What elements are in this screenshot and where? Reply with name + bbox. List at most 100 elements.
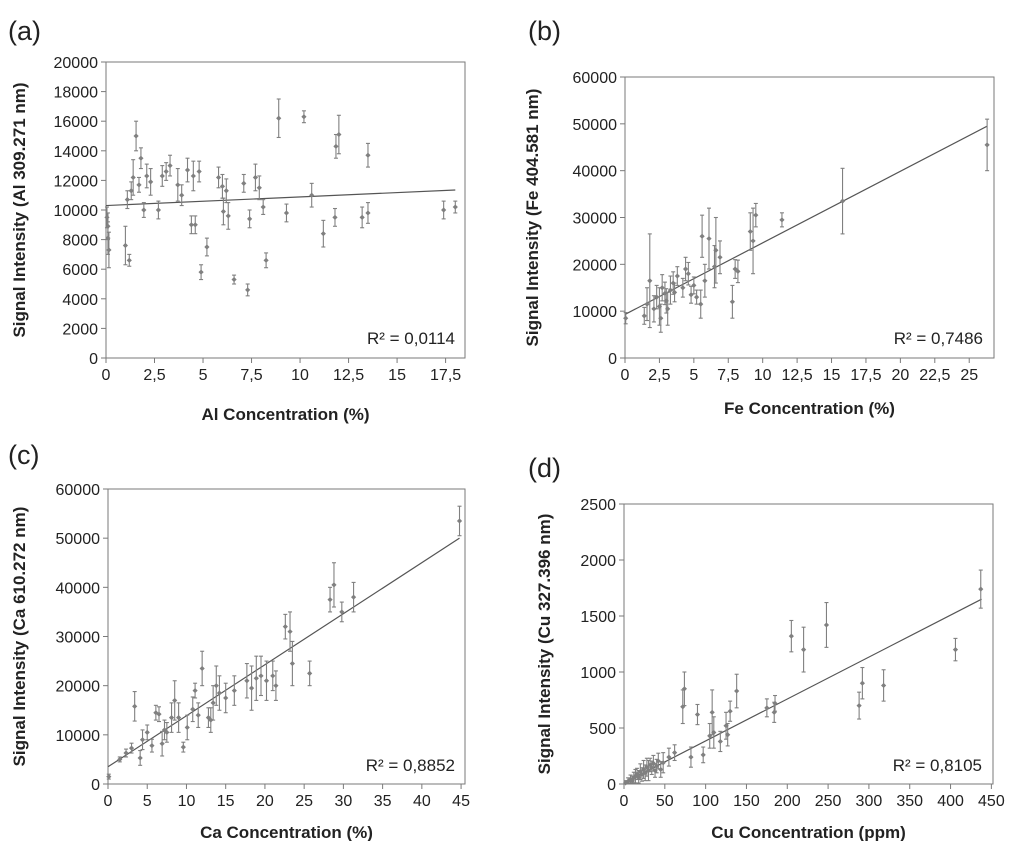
data-point <box>706 207 712 270</box>
x-tick-label: 50 <box>656 793 674 810</box>
point-marker <box>263 678 270 684</box>
point-marker <box>631 775 637 781</box>
data-point <box>666 747 672 767</box>
point-marker <box>441 207 447 213</box>
point-marker <box>289 660 295 667</box>
point-marker <box>666 754 672 760</box>
point-marker <box>195 712 201 718</box>
point-marker <box>681 686 688 692</box>
point-marker <box>823 622 830 628</box>
point-marker <box>699 233 705 239</box>
data-point <box>219 173 226 199</box>
point-marker <box>130 174 136 181</box>
data-point <box>654 284 660 310</box>
point-marker <box>747 228 753 235</box>
data-point <box>456 505 463 537</box>
data-point <box>359 206 365 229</box>
y-tick-label: 6000 <box>62 262 98 279</box>
data-point <box>327 586 333 613</box>
data-point <box>208 707 214 733</box>
data-point <box>859 666 865 700</box>
x-tick-label: 5 <box>199 367 208 384</box>
plot-frame-b <box>624 76 995 359</box>
point-marker <box>223 695 229 701</box>
point-marker <box>192 222 198 228</box>
point-marker <box>283 210 290 216</box>
y-tick-label: 500 <box>589 721 616 738</box>
data-point <box>198 264 204 281</box>
y-tick-label: 20000 <box>56 679 101 696</box>
x-tick-label: 10 <box>178 793 196 810</box>
r-squared-label-b: R² = 0,7486 <box>894 329 983 348</box>
point-marker <box>106 774 112 780</box>
y-axis-title-d: Signal Intensity (Cu 327.396 nm) <box>535 514 554 775</box>
point-marker <box>164 729 170 735</box>
data-point <box>163 162 169 181</box>
point-marker <box>685 271 691 277</box>
data-point <box>732 259 738 279</box>
data-point <box>651 295 657 323</box>
data-point <box>156 706 162 723</box>
point-marker <box>301 114 307 120</box>
y-tick-label: 60000 <box>573 70 618 87</box>
data-point <box>320 219 326 248</box>
data-point <box>667 275 674 305</box>
point-marker <box>764 705 770 711</box>
data-point <box>130 159 136 196</box>
data-point <box>672 744 678 762</box>
data-point <box>764 698 770 718</box>
point-marker <box>644 764 650 770</box>
point-marker <box>647 278 653 284</box>
data-point <box>699 214 705 258</box>
data-point <box>167 154 173 177</box>
point-marker <box>702 278 708 284</box>
y-axis-title-b: Signal Intensity (Fe 404.581 nm) <box>523 89 542 347</box>
y-tick-label: 14000 <box>54 144 99 161</box>
y-tick-label: 20000 <box>573 257 618 274</box>
data-point <box>159 165 165 187</box>
data-point <box>674 266 680 286</box>
x-tick-label: 5 <box>689 367 698 384</box>
data-point <box>263 252 269 269</box>
point-marker <box>213 683 219 689</box>
data-point <box>750 207 756 275</box>
point-marker <box>253 675 259 681</box>
point-marker <box>126 257 132 263</box>
point-marker <box>163 168 169 175</box>
data-point <box>365 142 371 168</box>
data-point <box>713 216 719 284</box>
data-point <box>681 671 688 707</box>
point-marker <box>192 687 198 694</box>
x-tick-label: 40 <box>413 793 431 810</box>
point-marker <box>144 173 150 179</box>
x-tick-label: 25 <box>960 367 978 384</box>
point-marker <box>184 724 190 731</box>
point-marker <box>717 254 723 260</box>
data-point <box>231 274 237 285</box>
data-point <box>138 147 144 170</box>
point-marker <box>210 700 216 706</box>
data-point <box>717 730 723 753</box>
point-marker <box>123 750 129 756</box>
x-tick-label: 2,5 <box>143 367 165 384</box>
point-marker <box>707 733 713 739</box>
point-marker <box>727 708 733 714</box>
data-point <box>184 157 191 183</box>
data-point <box>106 231 112 269</box>
point-marker <box>331 582 337 588</box>
data-point <box>133 120 139 152</box>
x-tick-label: 7,5 <box>717 367 739 384</box>
x-tick-label: 12,5 <box>333 367 364 384</box>
x-axis-title-d: Cu Concentration (ppm) <box>711 823 906 841</box>
data-point <box>339 601 345 623</box>
point-marker <box>984 142 990 148</box>
point-marker <box>779 217 785 223</box>
point-marker <box>244 678 250 684</box>
point-marker <box>159 173 165 179</box>
x-tick-label: 30 <box>334 793 352 810</box>
data-point <box>132 691 138 722</box>
data-point <box>625 777 631 784</box>
point-marker <box>260 204 266 210</box>
point-marker <box>709 709 715 715</box>
point-marker <box>717 738 723 745</box>
